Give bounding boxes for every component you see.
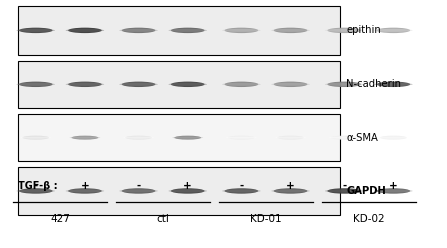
- Ellipse shape: [327, 82, 361, 87]
- Text: 427: 427: [51, 215, 70, 224]
- Ellipse shape: [325, 189, 363, 192]
- Bar: [18, 6, 340, 55]
- Text: +: +: [286, 181, 295, 191]
- Text: N-cadherin: N-cadherin: [346, 79, 401, 89]
- Ellipse shape: [119, 29, 158, 32]
- Ellipse shape: [325, 29, 363, 32]
- Ellipse shape: [122, 28, 156, 33]
- Text: TGF-β :: TGF-β :: [18, 181, 58, 191]
- Bar: [18, 61, 340, 108]
- Text: -: -: [136, 181, 141, 191]
- Ellipse shape: [327, 28, 361, 33]
- Ellipse shape: [222, 29, 261, 32]
- Ellipse shape: [122, 188, 156, 194]
- Ellipse shape: [125, 136, 152, 140]
- Ellipse shape: [376, 28, 410, 33]
- Ellipse shape: [271, 189, 310, 192]
- Ellipse shape: [66, 29, 104, 32]
- Text: KD-01: KD-01: [250, 215, 282, 224]
- Text: α-SMA: α-SMA: [346, 133, 378, 143]
- Ellipse shape: [19, 82, 52, 87]
- Text: -: -: [342, 181, 346, 191]
- Ellipse shape: [225, 28, 258, 33]
- Ellipse shape: [327, 188, 361, 194]
- Ellipse shape: [274, 188, 308, 194]
- Ellipse shape: [374, 189, 413, 192]
- Text: +: +: [183, 181, 192, 191]
- Ellipse shape: [222, 189, 261, 192]
- Ellipse shape: [171, 82, 204, 87]
- Ellipse shape: [169, 83, 207, 86]
- Ellipse shape: [70, 137, 100, 139]
- Ellipse shape: [226, 137, 257, 139]
- Ellipse shape: [123, 137, 154, 139]
- Bar: [18, 167, 340, 215]
- Ellipse shape: [22, 136, 49, 140]
- Ellipse shape: [169, 189, 207, 192]
- Ellipse shape: [325, 83, 363, 86]
- Ellipse shape: [68, 82, 102, 87]
- Ellipse shape: [171, 28, 204, 33]
- Ellipse shape: [122, 82, 156, 87]
- Ellipse shape: [376, 82, 410, 87]
- Bar: [18, 114, 340, 161]
- Ellipse shape: [380, 136, 407, 140]
- Text: +: +: [389, 181, 398, 191]
- Ellipse shape: [17, 189, 55, 192]
- Ellipse shape: [274, 28, 308, 33]
- Ellipse shape: [274, 82, 308, 87]
- Ellipse shape: [68, 188, 102, 194]
- Ellipse shape: [376, 188, 410, 194]
- Ellipse shape: [172, 137, 203, 139]
- Ellipse shape: [271, 83, 310, 86]
- Ellipse shape: [228, 136, 255, 140]
- Text: epithin: epithin: [346, 25, 381, 35]
- Ellipse shape: [72, 136, 98, 140]
- Ellipse shape: [169, 29, 207, 32]
- Ellipse shape: [222, 83, 261, 86]
- Ellipse shape: [19, 28, 52, 33]
- Text: KD-02: KD-02: [353, 215, 384, 224]
- Ellipse shape: [119, 83, 158, 86]
- Text: GAPDH: GAPDH: [346, 186, 386, 196]
- Text: -: -: [34, 181, 38, 191]
- Ellipse shape: [329, 137, 359, 139]
- Ellipse shape: [17, 83, 55, 86]
- Ellipse shape: [171, 188, 204, 194]
- Ellipse shape: [271, 29, 310, 32]
- Ellipse shape: [17, 29, 55, 32]
- Ellipse shape: [19, 188, 52, 194]
- Ellipse shape: [68, 28, 102, 33]
- Ellipse shape: [331, 136, 358, 140]
- Ellipse shape: [225, 188, 258, 194]
- Ellipse shape: [66, 83, 104, 86]
- Ellipse shape: [275, 137, 306, 139]
- Ellipse shape: [119, 189, 158, 192]
- Ellipse shape: [66, 189, 104, 192]
- Text: -: -: [239, 181, 244, 191]
- Ellipse shape: [21, 137, 51, 139]
- Text: ctl: ctl: [157, 215, 169, 224]
- Ellipse shape: [374, 83, 413, 86]
- Ellipse shape: [225, 82, 258, 87]
- Ellipse shape: [374, 29, 413, 32]
- Text: +: +: [80, 181, 89, 191]
- Ellipse shape: [174, 136, 201, 140]
- Ellipse shape: [277, 136, 304, 140]
- Ellipse shape: [378, 137, 409, 139]
